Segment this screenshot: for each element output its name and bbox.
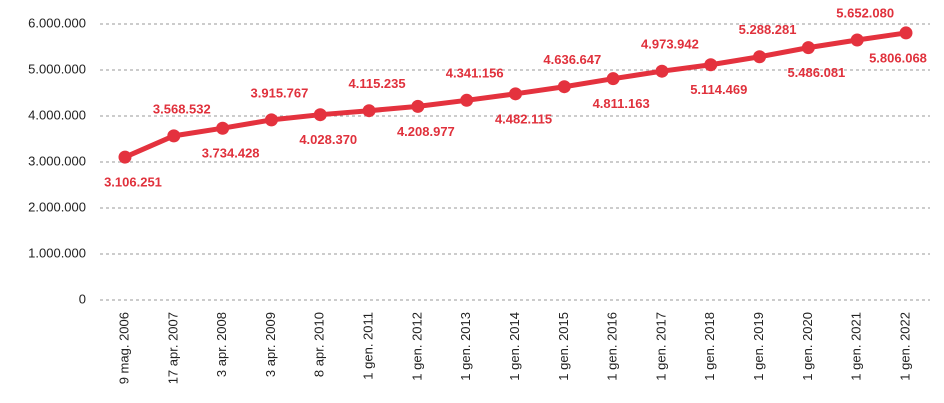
x-tick-label: 1 gen. 2020 bbox=[800, 312, 815, 381]
point bbox=[850, 33, 864, 47]
x-tick-label: 1 gen. 2019 bbox=[751, 312, 766, 381]
x-tick-label: 8 apr. 2010 bbox=[312, 312, 327, 377]
point bbox=[753, 50, 767, 64]
point bbox=[704, 58, 718, 72]
point bbox=[264, 113, 278, 127]
point bbox=[557, 80, 571, 94]
value-label: 5.806.068 bbox=[869, 50, 927, 65]
y-tick-label: 1.000.000 bbox=[28, 245, 86, 260]
y-tick-label: 5.000.000 bbox=[28, 61, 86, 76]
value-label: 5.288.281 bbox=[739, 22, 797, 37]
x-tick-label: 1 gen. 2012 bbox=[409, 312, 424, 381]
x-tick-label: 1 gen. 2015 bbox=[556, 312, 571, 381]
point bbox=[606, 72, 620, 86]
value-label: 3.106.251 bbox=[104, 175, 162, 190]
value-label: 4.341.156 bbox=[446, 66, 504, 81]
point bbox=[655, 64, 669, 78]
y-tick-label: 3.000.000 bbox=[28, 153, 86, 168]
point bbox=[411, 99, 425, 113]
x-tick-label: 1 gen. 2018 bbox=[702, 312, 717, 381]
x-tick-label: 1 gen. 2013 bbox=[458, 312, 473, 381]
value-label: 3.915.767 bbox=[251, 85, 309, 100]
y-tick-label: 4.000.000 bbox=[28, 107, 86, 122]
value-label: 4.028.370 bbox=[299, 132, 357, 147]
point bbox=[313, 108, 327, 122]
point bbox=[216, 121, 230, 135]
x-tick-label: 17 apr. 2007 bbox=[165, 312, 180, 384]
value-label: 4.482.115 bbox=[495, 111, 552, 126]
x-tick-label: 1 gen. 2021 bbox=[849, 312, 864, 381]
point bbox=[167, 129, 181, 143]
x-tick-label: 3 apr. 2008 bbox=[214, 312, 229, 377]
x-tick-label: 1 gen. 2017 bbox=[653, 312, 668, 381]
y-tick-label: 6.000.000 bbox=[28, 15, 86, 30]
value-label: 4.973.942 bbox=[641, 37, 699, 52]
point bbox=[362, 104, 376, 118]
y-tick-label: 2.000.000 bbox=[28, 199, 86, 214]
value-label: 3.568.532 bbox=[153, 101, 211, 116]
value-label: 4.636.647 bbox=[543, 52, 601, 67]
value-label: 3.734.428 bbox=[202, 146, 260, 161]
x-tick-label: 9 mag. 2006 bbox=[116, 312, 131, 384]
x-tick-label: 1 gen. 2016 bbox=[605, 312, 620, 381]
x-tick-label: 1 gen. 2022 bbox=[897, 312, 912, 381]
point bbox=[460, 93, 474, 107]
y-tick-label: 0 bbox=[79, 291, 86, 306]
point bbox=[899, 26, 913, 40]
x-tick-label: 3 apr. 2009 bbox=[263, 312, 278, 377]
point bbox=[118, 150, 132, 164]
x-tick-label: 1 gen. 2011 bbox=[361, 312, 376, 380]
value-label: 5.114.469 bbox=[690, 82, 747, 97]
value-label: 4.115.235 bbox=[349, 76, 406, 91]
point bbox=[509, 87, 522, 101]
x-tick-label: 1 gen. 2014 bbox=[507, 312, 522, 381]
value-label: 4.208.977 bbox=[397, 124, 455, 139]
value-label: 4.811.163 bbox=[593, 96, 650, 111]
value-label: 5.486.081 bbox=[787, 65, 845, 80]
point bbox=[801, 41, 815, 55]
value-label: 5.652.080 bbox=[836, 5, 894, 20]
